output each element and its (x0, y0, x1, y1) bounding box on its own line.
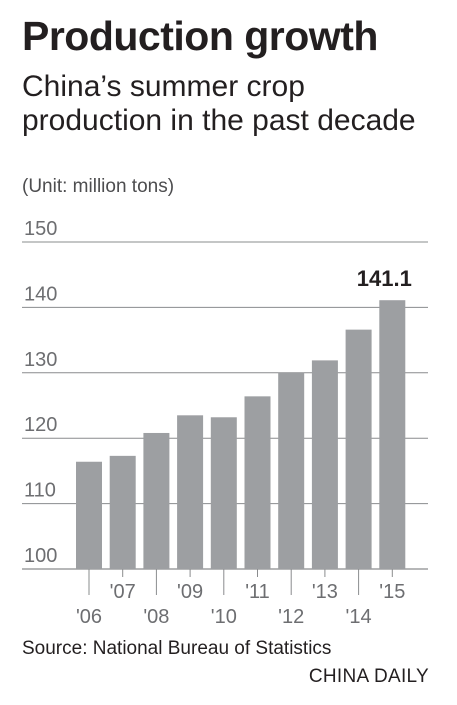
y-tick-label: 100 (24, 545, 57, 567)
brand-credit: CHINA DAILY (308, 666, 429, 687)
bar (379, 300, 406, 569)
bars (76, 300, 406, 569)
x-tick-label: '10 (211, 606, 237, 628)
y-tick-label: 140 (24, 283, 57, 305)
bar (311, 360, 338, 569)
chart-title: Production growth (22, 13, 378, 59)
bar (345, 329, 372, 569)
chart-subtitle: China’s summer crop production in the pa… (22, 70, 416, 137)
bar (244, 396, 271, 569)
bar (76, 461, 102, 569)
x-tick-label: '11 (245, 581, 270, 603)
y-tick-label: 130 (24, 349, 57, 371)
x-tick-label: '06 (76, 606, 102, 628)
x-tick-label: '14 (346, 606, 372, 628)
y-tick-label: 120 (24, 414, 57, 436)
x-tick-labels: '06 '07 '08 '09 '10 '11 '12 '13 '14 '15 (76, 569, 405, 628)
x-tick-label: '07 (110, 581, 136, 603)
bar (143, 432, 170, 569)
y-tick-label: 110 (24, 480, 56, 502)
bar (210, 417, 237, 569)
source-note: Source: National Bureau of Statistics (22, 638, 332, 659)
unit-label: (Unit: million tons) (22, 176, 175, 197)
y-tick-label: 150 (24, 218, 57, 240)
x-tick-label: '09 (177, 581, 203, 603)
x-tick-label: '15 (379, 581, 405, 603)
bar (177, 415, 204, 569)
x-tick-label: '08 (143, 606, 169, 628)
x-tick-label: '12 (278, 606, 304, 628)
y-tick-labels: 100 110 120 130 140 150 (24, 218, 57, 567)
bar (109, 455, 136, 569)
data-label: 141.1 (357, 266, 412, 291)
annotations: 141.1 (357, 266, 412, 291)
bar (278, 372, 305, 569)
x-tick-label: '13 (312, 581, 338, 603)
